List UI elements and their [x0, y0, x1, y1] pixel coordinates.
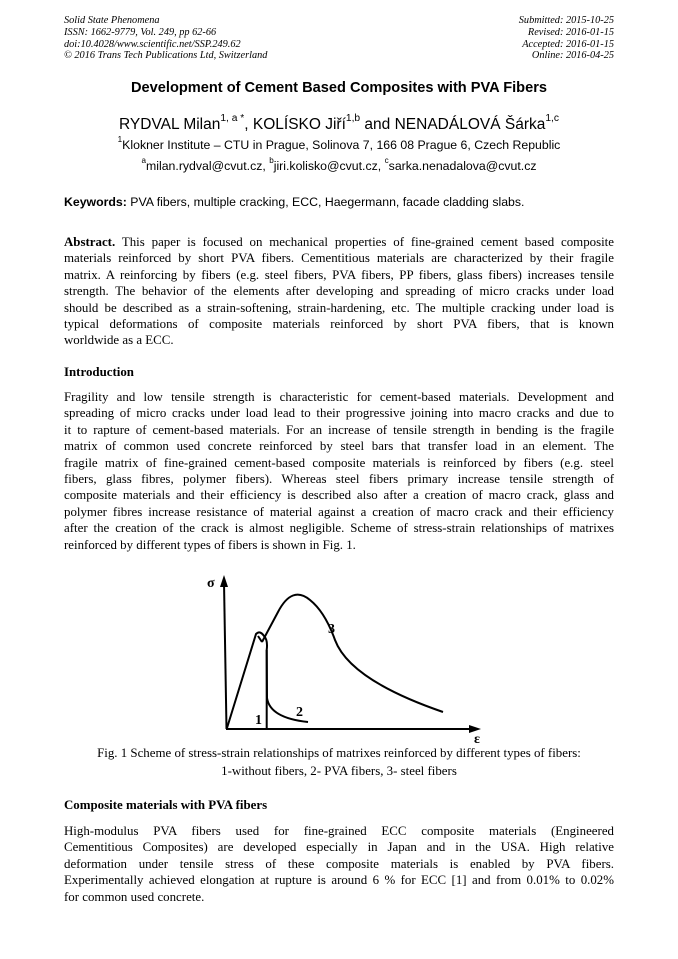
- affiliation-sup: 1: [117, 135, 123, 144]
- affiliation-text: Klokner Institute – CTU in Prague, Solin…: [122, 138, 561, 152]
- line-text: Fragility and low tensile strength is ch…: [64, 390, 614, 404]
- figure-caption: Fig. 1 Scheme of stress-strain relations…: [0, 745, 678, 780]
- composite-heading: Composite materials with PVA fibers: [64, 798, 268, 812]
- line-text: fragile matrix of fine-grained cement-ba…: [64, 455, 614, 470]
- email-link[interactable]: sarka.nenadalova@cvut.cz: [388, 159, 537, 173]
- abstract-label: Abstract.: [64, 235, 116, 249]
- text-line: matrix. A reinforcing by fibers (e.g. st…: [64, 267, 614, 283]
- caption-line: 1-without fibers, 2- PVA fibers, 3- stee…: [221, 763, 457, 778]
- text-line: reinforced by different types of fibers …: [64, 537, 614, 553]
- line-text: materials reinforced by short PVA fibers…: [64, 251, 614, 266]
- dates-info: Submitted: 2015-10-25 Revised: 2016-01-1…: [519, 15, 614, 62]
- email-sup: a: [141, 156, 147, 165]
- author-sup: 1,b: [345, 113, 361, 124]
- author-name: NENADÁLOVÁ Šárka: [394, 116, 546, 133]
- curve-label-2: 2: [296, 705, 303, 720]
- email-sup: c: [384, 156, 389, 165]
- line-text: after the creation of the crack is almos…: [64, 521, 614, 536]
- text-line: after the creation of the crack is almos…: [64, 520, 614, 536]
- text-line: Experimentally achieved elongation at ru…: [64, 872, 614, 888]
- curve-1-without-fibers: [226, 631, 269, 729]
- text-line: worldwide as a ECC.: [64, 332, 614, 348]
- y-axis-arrow-icon: [220, 575, 228, 587]
- line-text: strength. The behavior of the elements a…: [64, 284, 614, 299]
- author-sup: 1,c: [545, 113, 559, 124]
- introduction-paragraph: Fragility and low tensile strength is ch…: [64, 389, 614, 553]
- text-line: composite materials and their efficiency…: [64, 487, 614, 503]
- accepted-date: Accepted: 2016-01-15: [522, 38, 614, 50]
- line-text: typical deformations of composite materi…: [64, 316, 614, 331]
- text-line: fibers, glass fibres, polymer fibers). W…: [64, 471, 614, 487]
- text-line: typical deformations of composite materi…: [64, 316, 614, 332]
- abstract: Abstract. This paper is focused on mecha…: [64, 234, 614, 349]
- keywords: Keywords: PVA fibers, multiple cracking,…: [64, 195, 524, 209]
- text-line: High-modulus PVA fibers used for fine-gr…: [64, 823, 614, 839]
- text-line: it to rapture of cement-based materials.…: [64, 422, 614, 438]
- line-text: matrix of common used concrete reinforce…: [64, 439, 614, 454]
- x-axis-label: ε: [474, 732, 480, 747]
- curve-2-pva-fibers: [265, 649, 309, 723]
- email-link[interactable]: milan.rydval@cvut.cz,: [146, 159, 270, 173]
- online-date: Online: 2016-04-25: [531, 50, 614, 62]
- paper-title: Development of Cement Based Composites w…: [131, 80, 547, 96]
- text-line: Abstract. This paper is focused on mecha…: [64, 234, 614, 250]
- line-text: matrix. A reinforcing by fibers (e.g. st…: [64, 267, 614, 282]
- journal-name: Solid State Phenomena: [64, 15, 160, 26]
- author-separator: ,: [244, 116, 253, 133]
- figure-1-stress-strain: σ ε 1 2 3: [207, 575, 481, 747]
- line-text: Experimentally achieved elongation at ru…: [64, 873, 614, 888]
- authors: RYDVAL Milan1, a *, KOLÍSKO Jiří1,b and …: [0, 113, 678, 134]
- text-line: fragile matrix of fine-grained cement-ba…: [64, 455, 614, 471]
- author-name: KOLÍSKO Jiří: [252, 116, 346, 133]
- text-line: materials reinforced by short PVA fibers…: [64, 250, 614, 266]
- text-line: for common used concrete.: [64, 889, 614, 905]
- text-line: should be described as a strain-softenin…: [64, 300, 614, 316]
- keywords-text: PVA fibers, multiple cracking, ECC, Haeg…: [126, 195, 525, 209]
- curve-label-3: 3: [328, 622, 335, 637]
- email-link[interactable]: jiri.kolisko@cvut.cz,: [273, 159, 385, 173]
- composite-paragraph: High-modulus PVA fibers used for fine-gr…: [64, 823, 614, 905]
- text-line: spreading of micro cracks under load lea…: [64, 405, 614, 421]
- line-text: polymer fibres increase resistance of ma…: [64, 504, 614, 519]
- line-text: should be described as a strain-softenin…: [64, 300, 614, 315]
- text-line: Fragility and low tensile strength is ch…: [64, 389, 614, 405]
- line-text: for common used concrete.: [64, 889, 205, 904]
- author-sup: 1, a *: [220, 113, 245, 124]
- line-text: worldwide as a ECC.: [64, 333, 174, 348]
- issn: ISSN: 1662-9779, Vol. 249, pp 62-66: [64, 26, 217, 38]
- text-line: matrix of common used concrete reinforce…: [64, 438, 614, 454]
- text-line: deformation under tensile stress of thes…: [64, 856, 614, 872]
- line-text: spreading of micro cracks under load lea…: [64, 406, 614, 421]
- keywords-label: Keywords:: [64, 195, 127, 209]
- introduction-heading: Introduction: [64, 365, 134, 379]
- line-text: it to rapture of cement-based materials.…: [64, 422, 614, 437]
- journal-info: Solid State Phenomena ISSN: 1662-9779, V…: [64, 15, 267, 62]
- text-line: polymer fibres increase resistance of ma…: [64, 504, 614, 520]
- doi: doi:10.4028/www.scientific.net/SSP.249.6…: [64, 38, 241, 50]
- text-line: Cementitious Composites) are developed e…: [64, 839, 614, 855]
- x-axis-arrow-icon: [469, 725, 481, 733]
- email-sup: b: [269, 156, 274, 165]
- y-axis: [223, 581, 228, 730]
- curve-3-steel-fibers: [257, 593, 444, 713]
- affiliation: 1Klokner Institute – CTU in Prague, Soli…: [0, 135, 678, 152]
- caption-line: Fig. 1 Scheme of stress-strain relations…: [97, 746, 581, 760]
- revised-date: Revised: 2016-01-15: [527, 26, 614, 38]
- line-text: This paper is focused on mechanical prop…: [115, 235, 614, 249]
- author-name: RYDVAL Milan: [119, 116, 221, 133]
- submitted-date: Submitted: 2015-10-25: [518, 15, 614, 26]
- y-axis-label: σ: [207, 576, 215, 591]
- text-line: strength. The behavior of the elements a…: [64, 283, 614, 299]
- copyright: © 2016 Trans Tech Publications Ltd, Swit…: [64, 50, 268, 62]
- line-text: Cementitious Composites) are developed e…: [64, 840, 614, 855]
- line-text: deformation under tensile stress of thes…: [64, 856, 614, 871]
- line-text: reinforced by different types of fibers …: [64, 537, 356, 552]
- line-text: High-modulus PVA fibers used for fine-gr…: [64, 824, 614, 838]
- line-text: composite materials and their efficiency…: [64, 488, 614, 503]
- author-separator: and: [360, 116, 395, 133]
- curve-label-1: 1: [255, 713, 262, 728]
- emails: amilan.rydval@cvut.cz, bjiri.kolisko@cvu…: [0, 156, 678, 173]
- line-text: fibers, glass fibres, polymer fibers). W…: [64, 471, 614, 486]
